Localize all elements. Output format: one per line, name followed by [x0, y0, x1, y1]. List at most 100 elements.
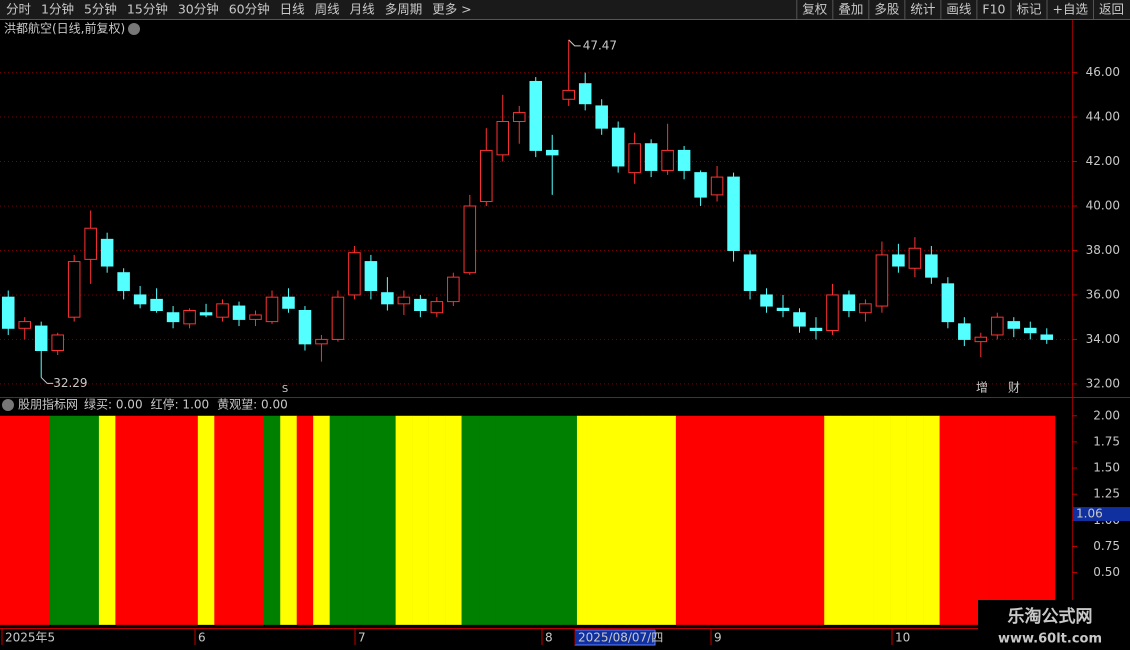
toolbar-button[interactable]: 多股 [874, 2, 900, 17]
signal-bar [346, 415, 363, 625]
signal-bar [148, 415, 166, 625]
signal-bar [1022, 415, 1039, 625]
toolbar-button[interactable]: 日线 [280, 2, 306, 17]
signal-bar [873, 415, 891, 625]
candle-body [611, 127, 625, 167]
x-tick-label: 10 [895, 631, 910, 645]
signal-bar [807, 415, 825, 625]
signal-bar [65, 415, 83, 625]
signal-bar [824, 415, 842, 625]
signal-bar [560, 415, 578, 625]
candle-body [859, 303, 872, 314]
candle-body [677, 149, 691, 171]
signal-bar [115, 415, 133, 625]
signal-bar [82, 415, 100, 625]
candle-body [1040, 334, 1054, 340]
signal-bar [478, 415, 495, 625]
candle-body [941, 283, 955, 323]
indicator-title: 股朋指标网 [18, 397, 78, 412]
signal-bar [296, 415, 314, 625]
toolbar-button[interactable]: 多周期 [385, 2, 423, 17]
y-tick-label: 34.00 [1086, 332, 1120, 346]
signal-bar [164, 415, 182, 625]
signal-bar [247, 415, 265, 625]
low-pointer [40, 377, 54, 384]
signal-bar [857, 415, 874, 625]
candle-body [644, 143, 658, 171]
y-tick-label: 0.50 [1093, 565, 1120, 579]
signal-bar [214, 415, 232, 625]
candle-body [925, 254, 938, 278]
candle-body [743, 254, 757, 291]
signal-bar [511, 415, 528, 625]
toolbar-button[interactable]: 返回 [1099, 2, 1124, 17]
candle-body [529, 80, 543, 151]
y-tick-label: 42.00 [1086, 154, 1120, 168]
toolbar-button[interactable]: 月线 [350, 2, 376, 17]
toolbar-button[interactable]: 周线 [315, 2, 341, 17]
toolbar-button[interactable]: 分时 [6, 2, 32, 17]
candle-body [67, 261, 81, 318]
candle-body [183, 310, 196, 325]
candle-body [216, 303, 229, 318]
toolbar-button[interactable]: 画线 [946, 2, 972, 17]
toolbar-bg [0, 0, 1130, 19]
candle-body [298, 310, 312, 345]
toolbar-button[interactable]: 1分钟 [41, 2, 74, 17]
candle-body [414, 298, 427, 312]
signal-bar [131, 415, 149, 625]
signal-bar [906, 415, 924, 625]
candle-body [776, 307, 790, 312]
y-tick-label: 38.00 [1086, 243, 1120, 257]
signal-bar [791, 415, 809, 625]
candle-body [249, 314, 262, 320]
signal-bar [379, 415, 396, 625]
x-tick-label: 2025/08/07/四 [578, 631, 663, 645]
toolbar-button[interactable]: 30分钟 [178, 2, 219, 17]
signal-bar [708, 415, 726, 625]
candle-body [760, 294, 773, 307]
candle-body [265, 296, 279, 323]
candle-body [1, 296, 15, 329]
candle-body [84, 227, 97, 260]
toolbar-button[interactable]: 复权 [802, 2, 828, 17]
toolbar-button[interactable]: 标记 [1016, 2, 1042, 17]
candle-body [34, 325, 48, 352]
x-tick-label: 2025年5 [5, 631, 55, 645]
toolbar-button[interactable]: 更多 > [432, 2, 471, 17]
toolbar-button[interactable]: 15分钟 [127, 2, 168, 17]
y-tick-label: 32.00 [1086, 376, 1120, 390]
signal-bar [197, 415, 215, 625]
y-tick-label: 1.75 [1093, 434, 1120, 448]
indicator-dropdown[interactable] [2, 399, 14, 411]
x-tick-label: 7 [358, 631, 366, 645]
candle-body [512, 112, 526, 122]
toolbar-button[interactable]: 60分钟 [229, 2, 270, 17]
x-tick-label: 6 [198, 631, 206, 645]
toolbar-button[interactable]: 叠加 [838, 2, 863, 17]
toolbar-button[interactable]: 统计 [910, 2, 935, 17]
signal-bar [989, 415, 1006, 625]
toolbar-button[interactable]: 5分钟 [84, 2, 117, 17]
candle-body [578, 83, 592, 105]
candle-body [447, 276, 460, 303]
candle-body [694, 172, 707, 198]
toolbar-button[interactable]: +自选 [1053, 2, 1089, 17]
signal-bar [527, 415, 545, 625]
toolbar-button[interactable]: F10 [982, 2, 1005, 17]
event-badge: 增 [976, 381, 988, 395]
candle-body [545, 149, 559, 156]
signal-bar [362, 415, 380, 625]
title-dropdown[interactable] [128, 23, 140, 35]
signal-bar [313, 415, 330, 625]
signal-bar [1038, 415, 1056, 625]
candle-body [150, 298, 163, 312]
legend-entry: 红停: 1.00 [151, 397, 210, 412]
signal-bar [32, 415, 50, 625]
candle-body [958, 323, 971, 340]
signal-bar [263, 415, 281, 625]
signal-bar [576, 415, 594, 625]
low-label: 32.29 [53, 376, 87, 390]
signal-bar [181, 415, 199, 625]
y-tick-label: 0.75 [1093, 539, 1120, 553]
